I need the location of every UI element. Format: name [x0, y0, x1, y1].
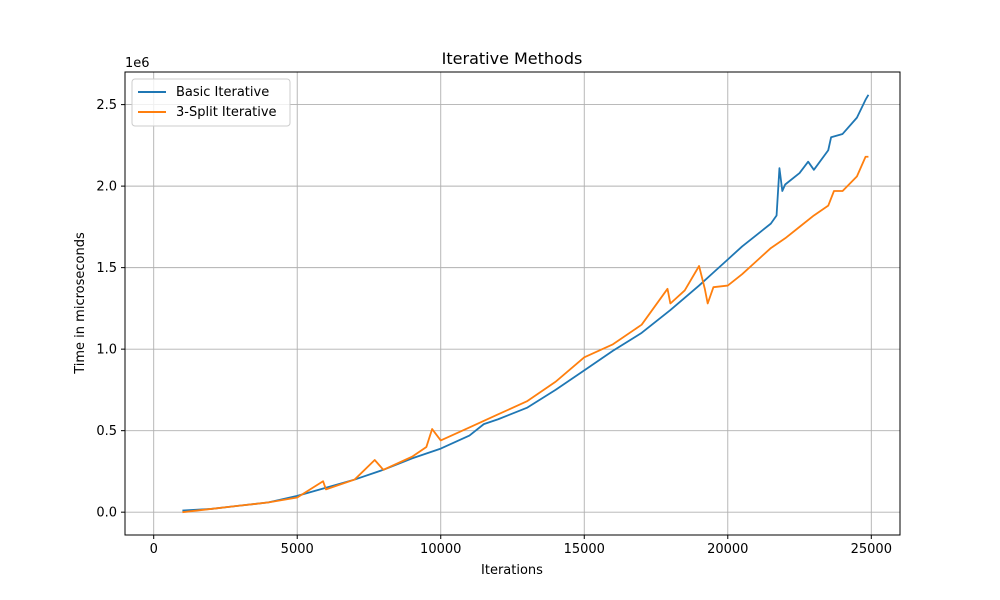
x-tick-label: 0	[150, 542, 158, 557]
y-tick-label: 1.0	[96, 343, 117, 358]
y-tick-label: 0.0	[96, 506, 117, 521]
x-tick-label: 20000	[707, 542, 748, 557]
y-tick-label: 2.0	[96, 180, 117, 195]
x-axis-label: Iterations	[481, 563, 543, 578]
plot-frame	[124, 71, 901, 536]
y-tick-label: 1.5	[96, 261, 117, 276]
y-tick-label: 2.5	[96, 98, 117, 113]
y-offset-label: 1e6	[125, 56, 150, 71]
legend: Basic Iterative 3-Split Iterative	[131, 78, 291, 127]
legend-label-3-split-iterative: 3-Split Iterative	[176, 105, 277, 120]
grid	[125, 72, 900, 535]
y-axis-label: Time in microseconds	[73, 232, 88, 375]
series-lines	[182, 94, 870, 514]
series-line-basic-iterative	[182, 94, 870, 512]
x-tick-label: 10000	[420, 542, 461, 557]
series-line-3-split-iterative	[182, 155, 869, 514]
y-tick-label: 0.5	[96, 424, 117, 439]
x-tick-label: 15000	[564, 542, 605, 557]
legend-label-basic-iterative: Basic Iterative	[176, 85, 269, 100]
legend-box	[131, 78, 291, 127]
axis-ticks: 0 5000 10000 15000 20000 25000 0.0 0.5 1.0 1.5 2.0…	[96, 98, 892, 557]
x-tick-label: 5000	[281, 542, 314, 557]
x-tick-label: 25000	[851, 542, 892, 557]
chart-title: Iterative Methods	[442, 49, 583, 68]
